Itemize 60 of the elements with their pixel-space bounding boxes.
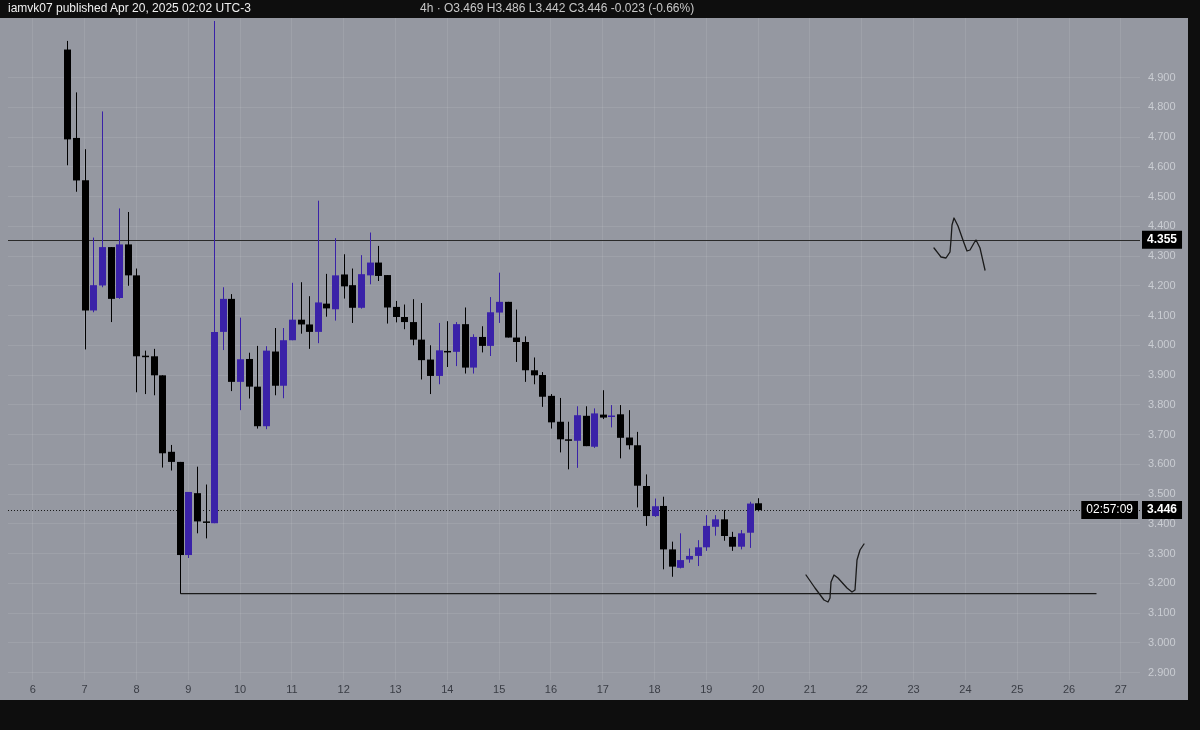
- candlestick: [695, 539, 702, 567]
- x-tick-label: 18: [648, 682, 661, 695]
- ref-line-label: 4.355: [1147, 231, 1178, 246]
- x-tick-label: 8: [133, 682, 140, 695]
- x-tick-label: 12: [337, 682, 350, 695]
- chart-title: iamvk07 published Apr 20, 2025 02:02 UTC-3: [8, 1, 251, 15]
- x-tick-label: 19: [700, 682, 713, 695]
- candlestick: [367, 232, 374, 285]
- candlestick: [721, 509, 728, 542]
- candlestick: [652, 498, 659, 518]
- x-tick-label: 10: [233, 682, 247, 695]
- x-tick-label: 16: [544, 682, 558, 695]
- x-tick-label: 22: [855, 682, 868, 695]
- candlestick: [237, 317, 244, 411]
- x-tick-label: 6: [29, 682, 36, 695]
- candlestick: [712, 514, 719, 537]
- candlestick: [479, 325, 486, 353]
- x-tick-label: 21: [803, 682, 817, 695]
- candlestick: [531, 356, 538, 385]
- candlestick: [557, 397, 564, 453]
- candlestick: [393, 300, 400, 323]
- chart-subtitle: 4h · O3.469 H3.486 L3.442 C3.446 -0.023 (-0.66%): [420, 1, 695, 15]
- ref-line-label: 3.446: [1147, 502, 1178, 517]
- candlestick: [410, 298, 417, 346]
- candlestick: [600, 389, 607, 420]
- candlestick: [565, 421, 572, 470]
- candlestick: [608, 404, 615, 428]
- candlestick: [496, 272, 503, 324]
- annotation: 02:57:09: [1086, 502, 1134, 517]
- candlestick: [738, 529, 745, 550]
- candlestick: [375, 245, 382, 282]
- candlestick: [151, 348, 158, 396]
- x-tick-label: 20: [752, 682, 765, 695]
- candlestick: [729, 531, 736, 552]
- candlestick: [539, 371, 546, 408]
- x-tick-label: 27: [1114, 682, 1127, 695]
- x-tick-label: 24: [959, 682, 972, 695]
- x-tick-label: 26: [1062, 682, 1076, 695]
- x-tick-label: 23: [907, 682, 920, 695]
- candlestick: [289, 282, 296, 341]
- x-tick-label: 9: [185, 682, 192, 695]
- x-tick-label: 17: [596, 682, 609, 695]
- x-tick-label: 13: [389, 682, 402, 695]
- candlestick: [306, 295, 313, 350]
- x-tick-label: 25: [1011, 682, 1024, 695]
- candlestick: [677, 532, 684, 569]
- x-tick-label: 7: [81, 682, 88, 695]
- x-tick-label: 15: [493, 682, 506, 695]
- candlestick: [669, 541, 676, 578]
- candlestick: [418, 302, 425, 380]
- candlestick: [427, 344, 434, 395]
- candlestick: [401, 304, 408, 330]
- candlestick: [626, 409, 633, 450]
- x-tick-label: 14: [441, 682, 454, 695]
- candlestick: [168, 444, 175, 472]
- candlestick: [617, 404, 624, 459]
- candlestick: [703, 514, 710, 552]
- candlestick: [513, 309, 520, 363]
- x-tick-label: 11: [286, 682, 298, 695]
- candlestick: [203, 484, 210, 539]
